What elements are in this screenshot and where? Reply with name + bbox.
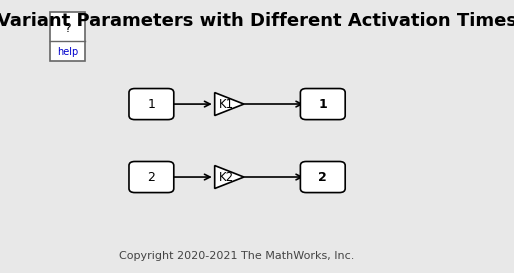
FancyBboxPatch shape xyxy=(129,88,174,120)
Polygon shape xyxy=(215,93,244,115)
Text: 2: 2 xyxy=(148,171,155,183)
Text: ?: ? xyxy=(64,22,71,35)
FancyBboxPatch shape xyxy=(300,162,345,192)
Text: 2: 2 xyxy=(318,171,327,183)
Text: 1: 1 xyxy=(148,97,155,111)
Text: Copyright 2020-2021 The MathWorks, Inc.: Copyright 2020-2021 The MathWorks, Inc. xyxy=(119,251,355,261)
FancyBboxPatch shape xyxy=(50,12,85,61)
FancyBboxPatch shape xyxy=(300,88,345,120)
Text: K1: K1 xyxy=(219,97,234,111)
Polygon shape xyxy=(215,165,244,189)
FancyBboxPatch shape xyxy=(129,162,174,192)
Text: Variant Parameters with Different Activation Times: Variant Parameters with Different Activa… xyxy=(0,12,514,30)
Text: K2: K2 xyxy=(219,171,234,183)
Text: 1: 1 xyxy=(318,97,327,111)
Text: help: help xyxy=(57,47,78,57)
